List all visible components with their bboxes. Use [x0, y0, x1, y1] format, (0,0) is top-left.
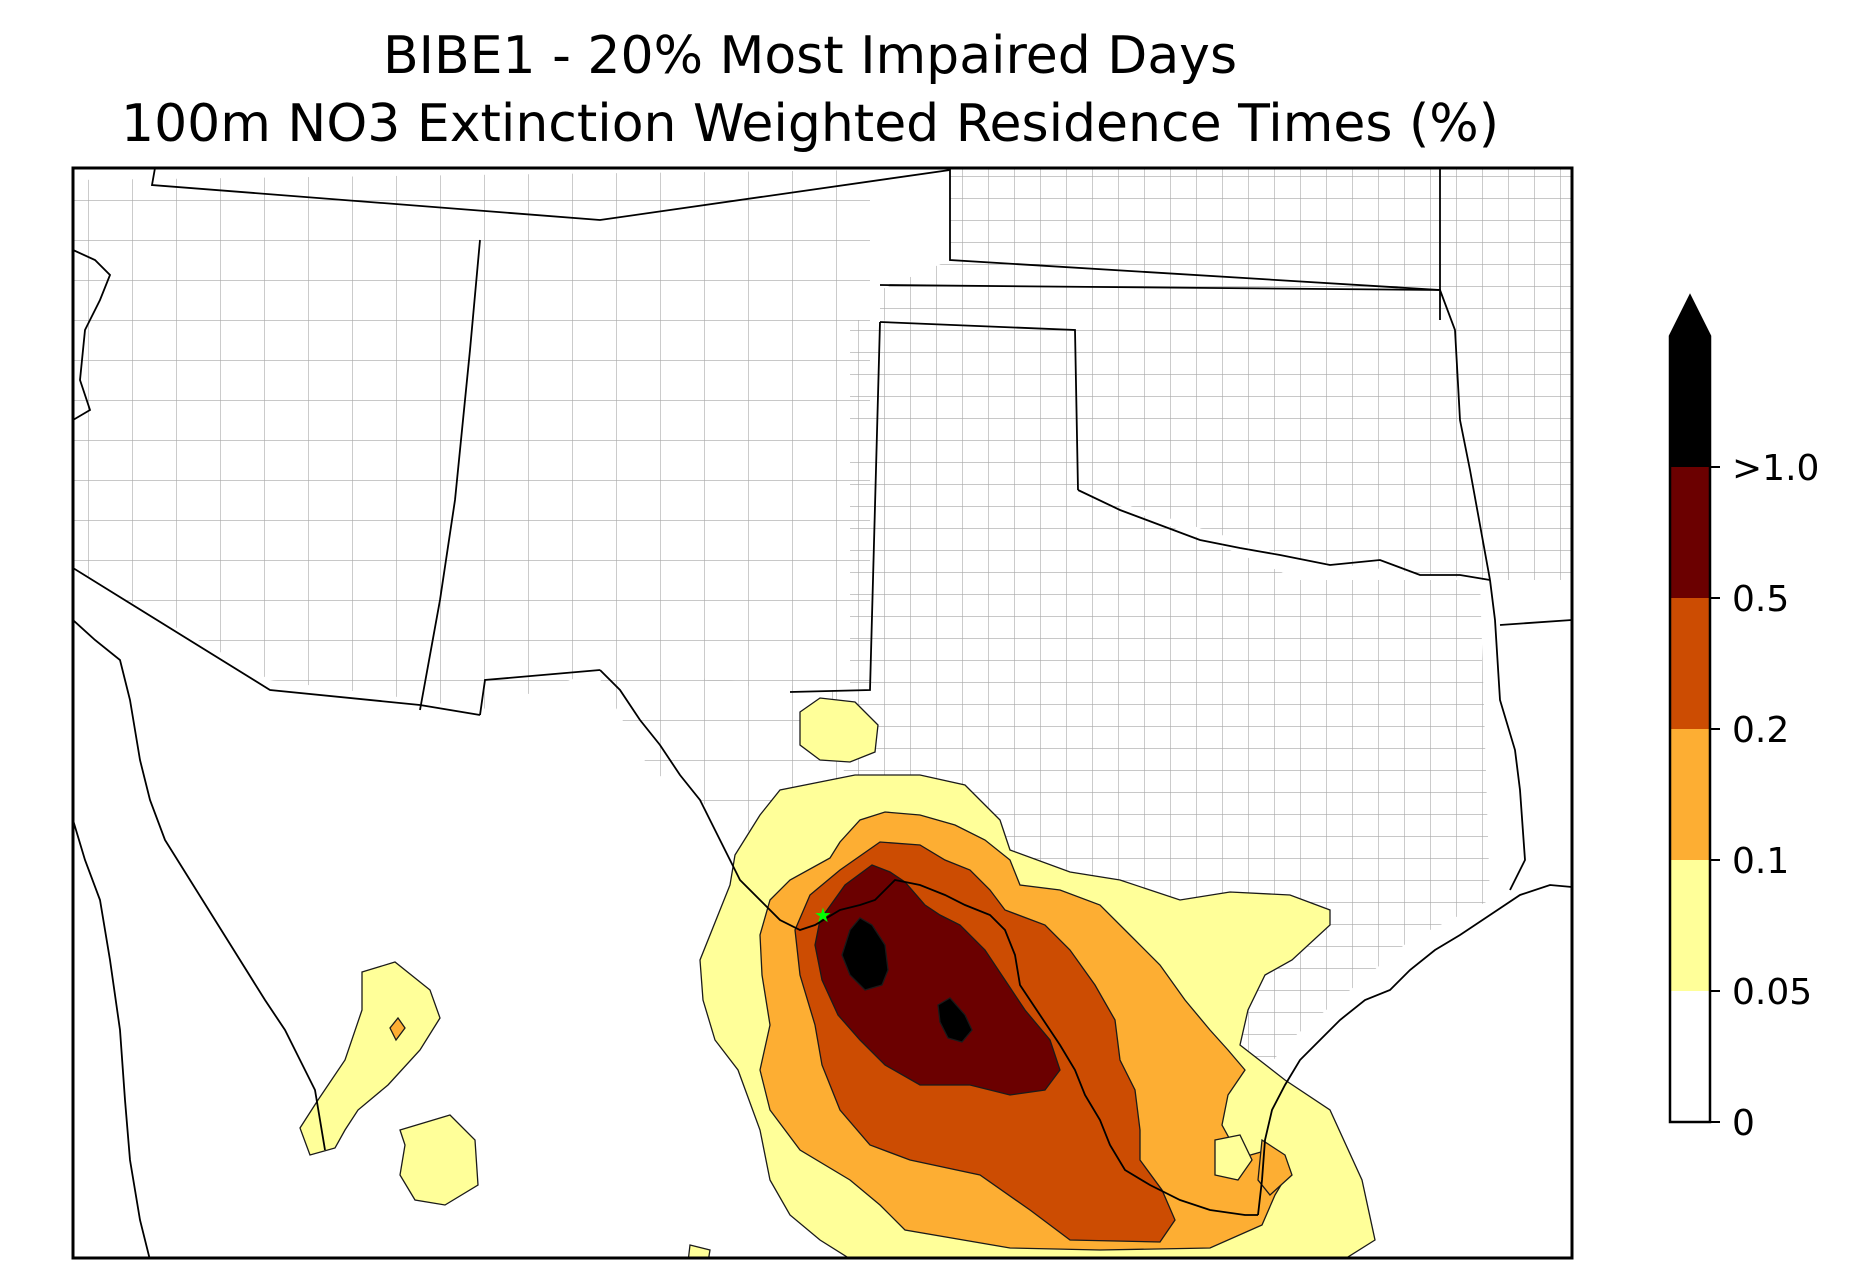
- contour-005-south: [687, 1244, 711, 1258]
- colorbar-tick-label: 0.05: [1732, 972, 1812, 1013]
- county-grid-north: [880, 168, 1572, 580]
- contour-01-coast: [1257, 1138, 1293, 1196]
- contour-005-north: [799, 697, 879, 763]
- contour-005-coast: [1214, 1134, 1253, 1181]
- border-az-mex: [419, 704, 481, 716]
- coastline-baja: [73, 819, 151, 1258]
- coastline-texas: [1257, 884, 1572, 1216]
- colorbar-bin-0: [1670, 991, 1710, 1122]
- colorbar-bin-3: [1670, 598, 1710, 729]
- contour-005-west: [299, 961, 441, 1156]
- colorbar-bin-2: [1670, 729, 1710, 860]
- county-grid-west: [73, 170, 870, 710]
- contour-10-b: [937, 997, 973, 1043]
- county-lines: [73, 168, 1572, 1100]
- border-la-ms: [1499, 619, 1572, 626]
- border-tx-nm: [789, 321, 881, 693]
- contour-10-a: [841, 917, 889, 991]
- county-grid-east: [820, 320, 1490, 1100]
- colorbar-tick-label: 0.5: [1732, 579, 1789, 620]
- border-ok-tx-red-river: [1077, 489, 1491, 581]
- border-ar-la: [1439, 289, 1491, 581]
- state-borders: [73, 168, 1572, 1258]
- map-frame: [71, 166, 1574, 1260]
- border-rio-grande: [599, 669, 1258, 1216]
- contour-05-main: [814, 864, 1061, 1096]
- border-tx-panhandle-west: [879, 321, 1079, 491]
- colorbar-outline: [1668, 293, 1712, 1124]
- colorbar-tick-label: 0: [1732, 1103, 1755, 1144]
- map-panel: [73, 168, 1572, 1258]
- colorbar-extend-arrow: [1670, 296, 1710, 336]
- residence-time-contours: [299, 697, 1376, 1258]
- border-ks-co: [949, 168, 1441, 291]
- site-star-icon: ★: [814, 903, 832, 927]
- coastline-california: [73, 249, 112, 421]
- border-ut-az: [73, 567, 421, 706]
- colorbar-tick-label: 0.1: [1732, 841, 1789, 882]
- border-tx-la: [1489, 579, 1526, 891]
- map-title-line-1: BIBE1 - 20% Most Impaired Days: [382, 26, 1238, 86]
- map-title-line-2: 100m NO3 Extinction Weighted Residence T…: [121, 94, 1499, 154]
- coastline-mexico-west: [73, 619, 326, 1151]
- colorbar-tick-label: 0.2: [1732, 710, 1789, 751]
- contour-005-west2: [399, 1114, 479, 1206]
- colorbar-bin-1: [1670, 860, 1710, 991]
- contour-01-west: [389, 1016, 406, 1042]
- border-nm-mex: [479, 669, 601, 716]
- border-co-nm-north: [150, 168, 951, 221]
- border-nm-az: [419, 239, 481, 711]
- colorbar-bin-4: [1670, 467, 1710, 598]
- colorbar-bin-5: [1670, 336, 1710, 467]
- colorbar: 0 0.05 0.1 0.2 0.5 >1.0: [1668, 293, 1819, 1144]
- colorbar-tick-label: >1.0: [1732, 448, 1819, 489]
